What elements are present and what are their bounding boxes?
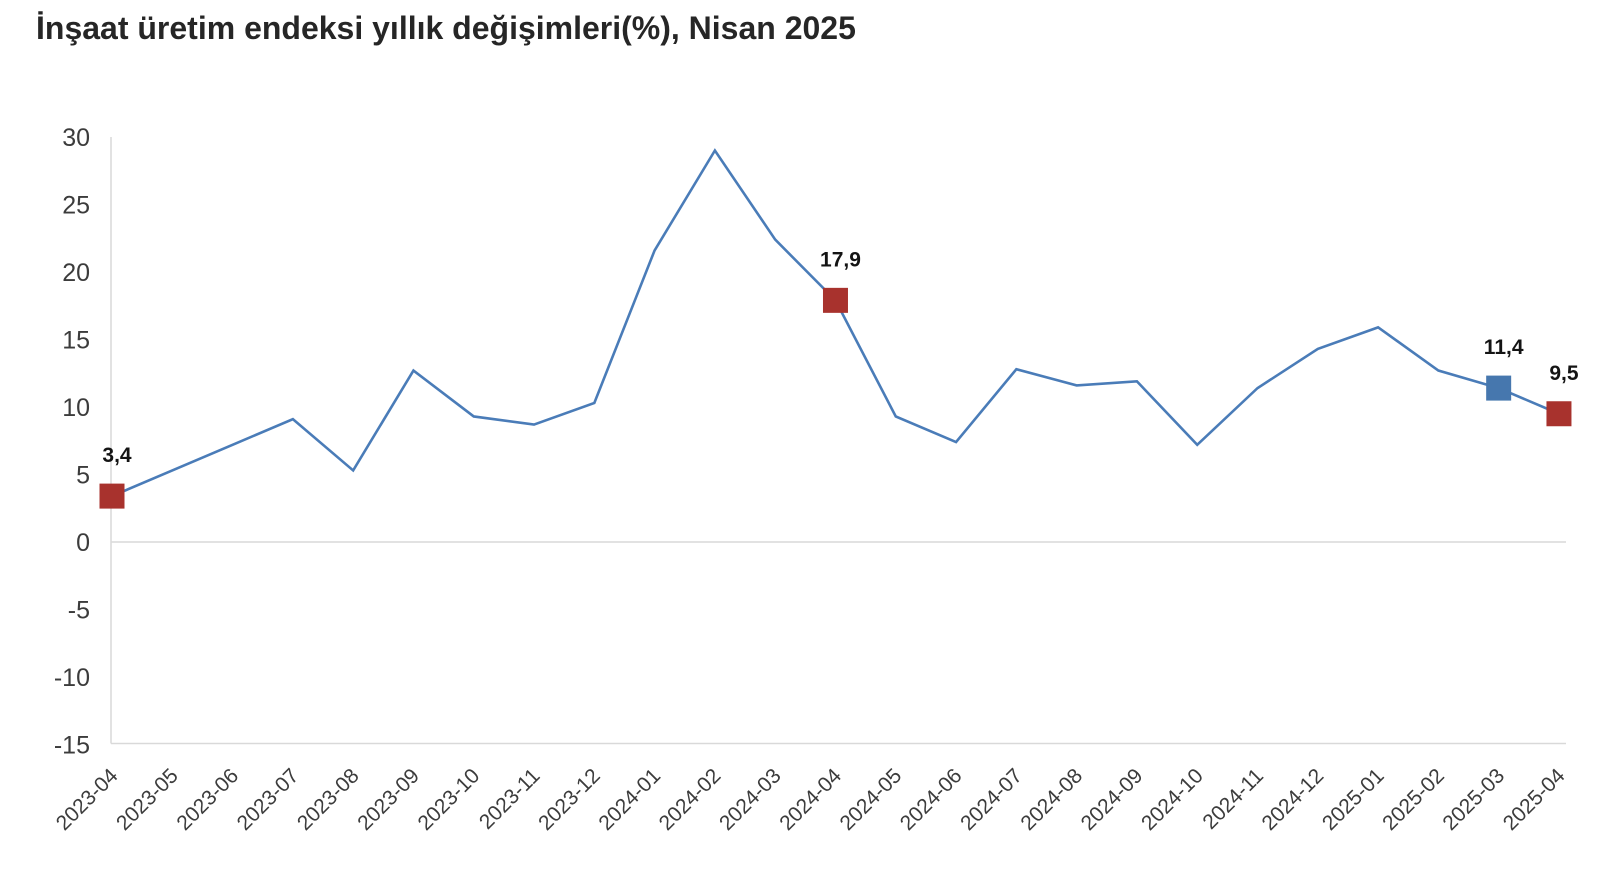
x-tick-label: 2024-08: [1016, 764, 1087, 835]
y-tick-label: -5: [68, 597, 90, 625]
x-tick-label: 2024-11: [1198, 764, 1268, 834]
x-tick-label: 2024-04: [775, 764, 846, 835]
y-tick-label: 30: [62, 124, 90, 152]
y-tick-label: 20: [62, 259, 90, 287]
x-tick-label: 2023-06: [172, 764, 243, 835]
red-square-marker: [1546, 401, 1572, 427]
y-tick-label: -15: [54, 732, 90, 760]
x-tick-label: 2023-04: [52, 764, 123, 835]
x-tick-label: 2024-05: [836, 764, 907, 835]
x-tick-label: 2024-07: [956, 764, 1027, 835]
x-tick-label: 2024-06: [896, 764, 967, 835]
x-tick-label: 2023-09: [353, 764, 424, 835]
point-value-label: 11,4: [1484, 336, 1524, 359]
point-value-label: 3,4: [102, 444, 132, 467]
y-tick-label: 5: [76, 462, 90, 490]
y-tick-label: -10: [54, 664, 90, 692]
y-tick-label: 0: [76, 529, 90, 557]
x-tick-label: 2024-02: [655, 764, 726, 835]
y-tick-label: 15: [62, 327, 90, 355]
x-tick-label: 2024-01: [594, 764, 665, 835]
x-tick-label: 2025-03: [1438, 764, 1509, 835]
x-tick-label: 2023-08: [293, 764, 364, 835]
x-tick-label: 2023-11: [475, 764, 545, 834]
x-tick-label: 2023-07: [233, 764, 304, 835]
x-tick-label: 2024-03: [715, 764, 786, 835]
x-tick-label: 2024-10: [1137, 764, 1208, 835]
x-tick-label: 2025-01: [1318, 764, 1389, 835]
point-value-label: 9,5: [1549, 362, 1579, 385]
point-value-label: 17,9: [820, 248, 861, 271]
x-tick-label: 2023-05: [112, 764, 183, 835]
chart-title: İnşaat üretim endeksi yıllık değişimleri…: [36, 10, 856, 46]
x-tick-label: 2025-04: [1499, 764, 1570, 835]
red-square-marker: [822, 287, 848, 313]
blue-square-marker: [1486, 375, 1512, 401]
x-tick-label: 2023-10: [414, 764, 485, 835]
x-tick-label: 2023-12: [534, 764, 605, 835]
x-tick-label: 2024-12: [1258, 764, 1329, 835]
series-line: [110, 148, 1561, 498]
red-square-marker: [99, 483, 125, 509]
y-tick-label: 25: [62, 192, 90, 220]
x-tick-label: 2025-02: [1378, 764, 1449, 835]
y-tick-label: 10: [62, 394, 90, 422]
x-tick-label: 2024-09: [1077, 764, 1148, 835]
